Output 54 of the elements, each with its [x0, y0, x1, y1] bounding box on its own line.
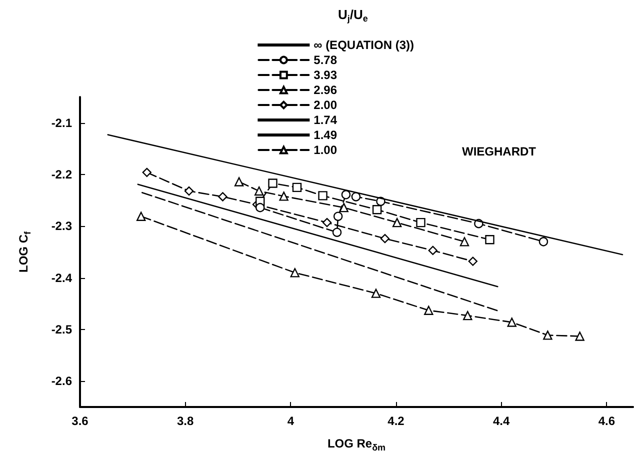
- point: [371, 288, 381, 298]
- point: [333, 212, 343, 221]
- point: [460, 237, 470, 246]
- point: [416, 218, 426, 228]
- point: [292, 182, 302, 192]
- point: [290, 268, 300, 278]
- annotation: WIEGHARDT: [462, 144, 537, 159]
- point: [372, 205, 382, 214]
- point: [468, 256, 478, 266]
- y-tick-label: -2.5: [51, 322, 72, 336]
- point: [380, 234, 390, 244]
- point: [543, 330, 552, 340]
- y-tick-label: -2.3: [51, 219, 72, 234]
- legend-label: 5.78: [314, 53, 338, 67]
- point: [463, 310, 472, 320]
- point: [142, 168, 152, 178]
- point: [234, 177, 244, 186]
- point: [538, 237, 548, 246]
- point: [392, 218, 402, 228]
- y-tick-label: -2.4: [51, 270, 72, 285]
- legend-label: ∞ (EQUATION (3)): [314, 38, 414, 52]
- point: [136, 212, 146, 221]
- point: [218, 192, 228, 202]
- legend-label: 3.93: [314, 68, 338, 82]
- x-tick-label: 4: [287, 414, 294, 428]
- point: [256, 202, 265, 212]
- x-tick-label: 4.4: [492, 414, 510, 428]
- point: [318, 191, 328, 200]
- point: [332, 228, 342, 237]
- x-tick-label: 3.6: [72, 414, 89, 428]
- x-tick-label: 4.6: [598, 414, 616, 428]
- x-tick-label: 4.2: [388, 414, 405, 428]
- point: [428, 246, 438, 256]
- point: [485, 235, 494, 244]
- point: [424, 306, 434, 315]
- y-tick-label: -2.6: [51, 374, 72, 388]
- point: [351, 192, 361, 202]
- point: [279, 192, 288, 201]
- y-tick-label: -2.2: [51, 168, 72, 182]
- point: [507, 318, 516, 327]
- y-tick-label: -2.1: [51, 116, 72, 130]
- point: [254, 186, 264, 196]
- point: [322, 218, 332, 228]
- legend-label: 2.96: [314, 83, 338, 97]
- legend-label: 2.00: [314, 98, 338, 112]
- x-tick-label: 3.8: [176, 414, 194, 428]
- point: [575, 332, 584, 341]
- legend-label: 1.00: [314, 143, 338, 157]
- legend-label: 1.49: [314, 128, 338, 142]
- point: [268, 178, 278, 188]
- point: [184, 186, 194, 196]
- point: [341, 190, 351, 200]
- y-axis-title: LOG Cf: [16, 230, 32, 272]
- legend-label: 1.74: [314, 113, 338, 127]
